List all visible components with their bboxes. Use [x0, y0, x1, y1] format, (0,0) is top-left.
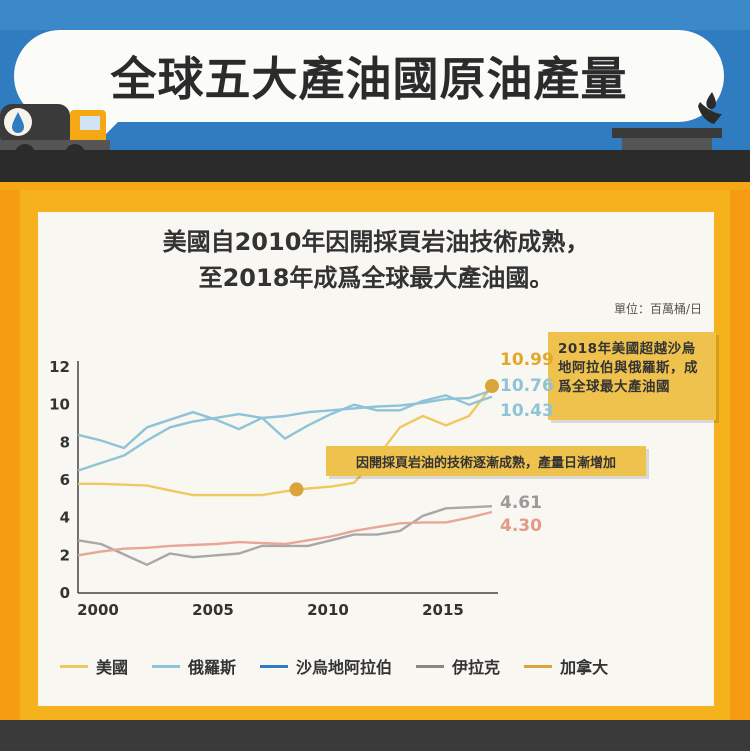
legend-label: 美國 [96, 658, 129, 677]
end-label-usa: 10.99 [500, 350, 554, 370]
series-line-2 [77, 394, 493, 450]
end-label-russia: 10.76 [500, 376, 554, 396]
y-tick-label: 6 [60, 471, 70, 489]
legend-label: 伊拉克 [452, 658, 501, 677]
chart-title-line2: 至2018年成爲全球最大產油國。 [198, 264, 554, 292]
series-line-4 [77, 510, 493, 557]
series-line-3 [77, 505, 493, 566]
x-tick-label: 2005 [192, 601, 234, 619]
legend-swatch [152, 664, 181, 668]
x-tick-label: 2015 [422, 601, 464, 619]
legend-swatch [260, 664, 289, 668]
y-tick-label: 0 [60, 584, 70, 602]
unit-label: 單位：百萬桶/日 [613, 302, 702, 316]
legend-swatch [524, 664, 553, 668]
y-tick-label: 8 [60, 433, 70, 451]
y-tick-label: 4 [60, 509, 70, 527]
series-line-0 [78, 385, 493, 497]
x-tick-label: 2000 [77, 601, 119, 619]
legend-label: 沙烏地阿拉伯 [296, 658, 393, 677]
bottom-bar [0, 720, 750, 751]
chart-title-line1: 美國自2010年因開採頁岩油技術成熟， [162, 228, 590, 256]
legend-item-canada: 加拿大 [524, 654, 608, 678]
banner-highlight [0, 0, 750, 30]
y-tick-label: 10 [49, 396, 70, 414]
series-line-1 [77, 389, 493, 472]
x-tick-label: 2010 [307, 601, 349, 619]
road-stripe [0, 182, 750, 192]
annotation-2018: 2018年美國超越沙烏地阿拉伯與俄羅斯，成爲全球最大產油國 [548, 332, 716, 420]
annotation-shale: 因開採頁岩油的技術逐漸成熟，產量日漸增加 [326, 446, 646, 476]
legend-item-iraq: 伊拉克 [416, 654, 500, 678]
legend-item-saudi: 沙烏地阿拉伯 [260, 654, 392, 678]
annotation-marker-1 [289, 482, 304, 497]
y-tick-label: 2 [60, 546, 70, 564]
legend-label: 俄羅斯 [188, 658, 237, 677]
y-tick-label: 12 [49, 358, 70, 376]
page-title: 全球五大產油國原油產量 [110, 52, 628, 106]
chart-title: 美國自2010年因開採頁岩油技術成熟， 至2018年成爲全球最大產油國。 [38, 224, 714, 296]
end-label-saudi: 10.43 [500, 401, 554, 421]
legend-swatch [416, 664, 445, 668]
frame-border-left [0, 190, 20, 720]
annotation-marker-0 [485, 379, 499, 394]
end-label-canada: 4.30 [500, 516, 542, 536]
frame-border-right [730, 190, 750, 720]
legend-swatch [60, 664, 88, 668]
legend-label: 加拿大 [560, 658, 609, 677]
legend-item-usa: 美國 [60, 654, 128, 678]
end-label-iraq: 4.61 [500, 493, 542, 513]
legend-item-russia: 俄羅斯 [152, 654, 236, 678]
title-bubble: 全球五大產油國原油產量 [14, 30, 724, 140]
legend: 美國 俄羅斯 沙烏地阿拉伯 伊拉克 加拿大 [60, 652, 700, 680]
